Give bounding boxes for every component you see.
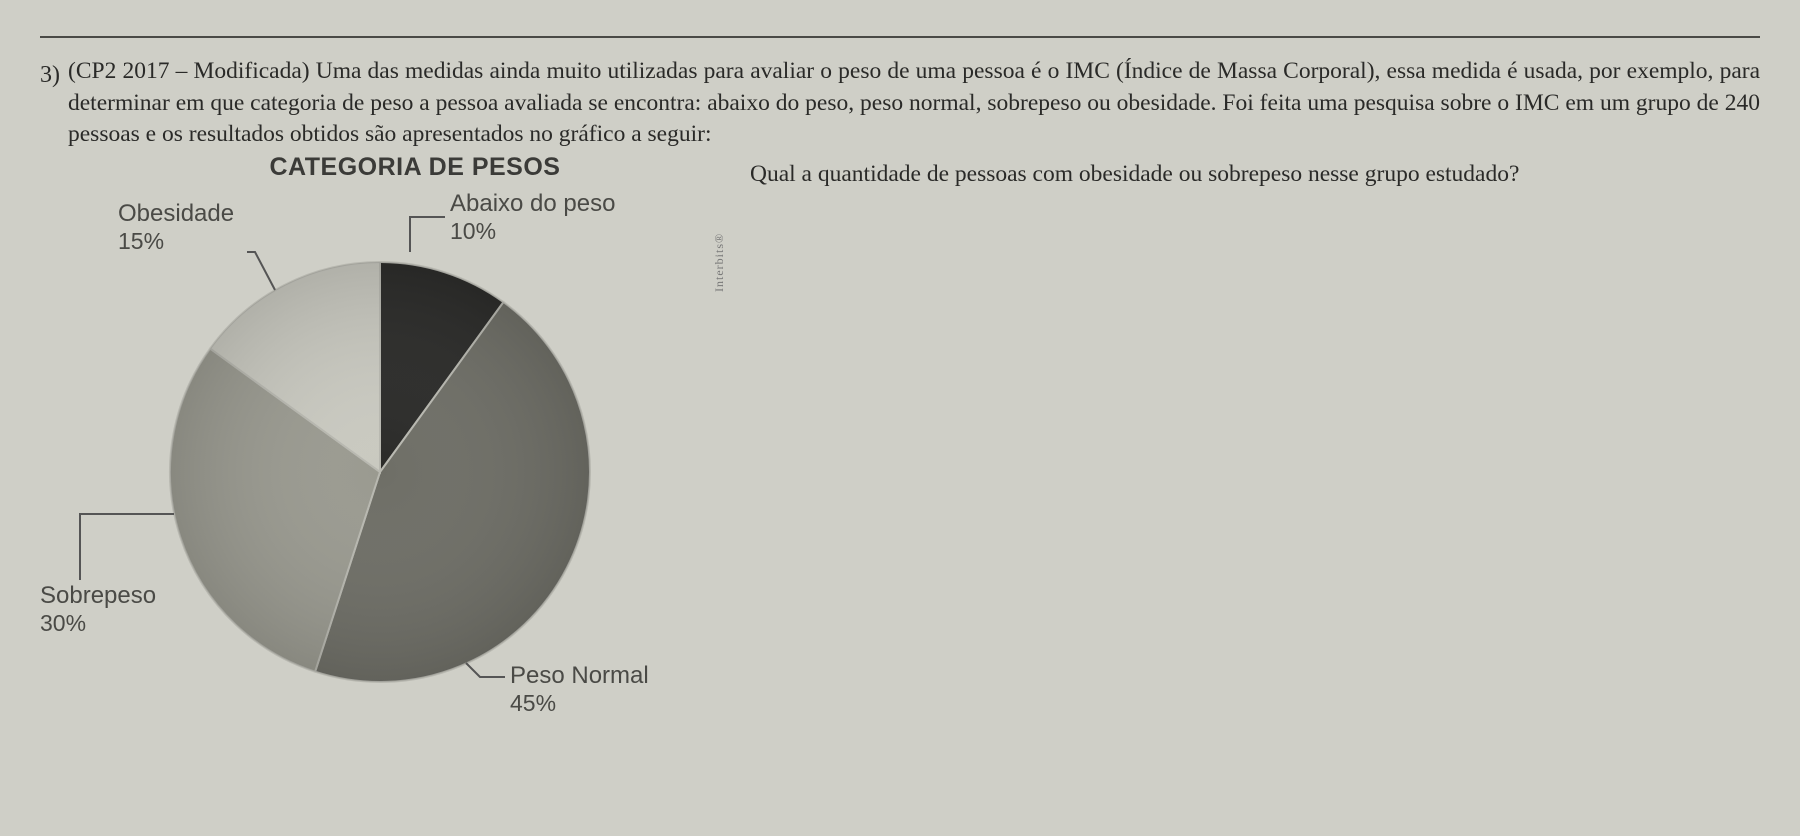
question-block: 3) (CP2 2017 – Modificada) Uma das medid… <box>40 56 1760 151</box>
side-column: Qual a quantidade de pessoas com obesida… <box>720 153 1760 742</box>
slice-label-text: Obesidade <box>118 200 234 228</box>
slice-label-sobrepeso: Sobrepeso30% <box>40 582 156 636</box>
slice-label-percent: 10% <box>450 218 615 244</box>
slice-label-percent: 30% <box>40 610 156 636</box>
leader-peso-normal <box>466 663 505 677</box>
pie-chart: Interbits® Abaixo do peso10%Peso Normal4… <box>40 182 720 742</box>
top-rule <box>40 36 1760 38</box>
slice-label-peso-normal: Peso Normal45% <box>510 662 649 716</box>
chart-title: CATEGORIA DE PESOS <box>110 153 720 182</box>
pie-shade <box>170 262 590 682</box>
leader-abaixo-do-peso <box>410 217 445 252</box>
slice-label-text: Sobrepeso <box>40 582 156 610</box>
content-row: CATEGORIA DE PESOS Interbits® Abaixo do … <box>40 153 1760 742</box>
slice-label-percent: 45% <box>510 690 649 716</box>
slice-label-text: Abaixo do peso <box>450 190 615 218</box>
leader-sobrepeso <box>80 514 174 580</box>
slice-label-percent: 15% <box>118 228 234 254</box>
chart-column: CATEGORIA DE PESOS Interbits® Abaixo do … <box>40 153 720 742</box>
question-number: 3) <box>40 56 60 151</box>
leader-obesidade <box>247 252 275 290</box>
slice-label-text: Peso Normal <box>510 662 649 690</box>
slice-label-obesidade: Obesidade15% <box>118 200 234 254</box>
pie-svg <box>40 182 720 742</box>
slice-label-abaixo-do-peso: Abaixo do peso10% <box>450 190 615 244</box>
side-question: Qual a quantidade de pessoas com obesida… <box>750 159 1760 191</box>
question-text: (CP2 2017 – Modificada) Uma das medidas … <box>68 56 1760 151</box>
